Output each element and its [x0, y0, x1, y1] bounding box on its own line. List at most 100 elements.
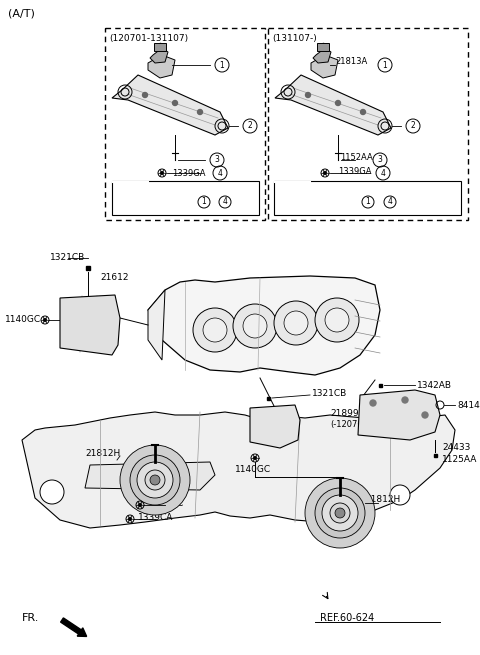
Text: (120701-131107): (120701-131107) [109, 33, 188, 43]
Circle shape [360, 109, 365, 115]
Polygon shape [148, 290, 165, 360]
Polygon shape [313, 48, 331, 63]
Circle shape [253, 456, 257, 460]
Text: 21813A: 21813A [335, 58, 367, 67]
Circle shape [390, 485, 410, 505]
Text: 1: 1 [383, 60, 387, 69]
Text: 3: 3 [378, 155, 383, 164]
Text: 4: 4 [223, 198, 228, 206]
Circle shape [233, 304, 277, 348]
Text: 4: 4 [381, 168, 385, 178]
Circle shape [402, 397, 408, 403]
Text: (A/T): (A/T) [8, 9, 35, 19]
Polygon shape [112, 75, 228, 135]
Text: 1: 1 [220, 60, 224, 69]
Polygon shape [311, 55, 338, 78]
Text: FR.: FR. [22, 613, 39, 623]
Circle shape [323, 171, 327, 175]
Circle shape [130, 455, 180, 505]
Text: 21899: 21899 [330, 409, 359, 417]
Text: 1140GC: 1140GC [235, 466, 271, 474]
Text: 1: 1 [202, 198, 206, 206]
Bar [379, 383, 382, 386]
Text: THE NO. 21850 :: THE NO. 21850 : [117, 198, 191, 206]
Polygon shape [148, 55, 175, 78]
Text: 1342AB: 1342AB [417, 381, 452, 390]
Text: (-120701): (-120701) [330, 421, 371, 430]
Circle shape [150, 475, 160, 485]
Text: 1339GA: 1339GA [338, 168, 372, 176]
Circle shape [197, 109, 203, 115]
Text: 1321CB: 1321CB [50, 253, 85, 263]
Circle shape [322, 495, 358, 531]
Text: (131107-): (131107-) [272, 33, 317, 43]
Polygon shape [250, 405, 300, 448]
Circle shape [422, 412, 428, 418]
FancyBboxPatch shape [317, 43, 329, 51]
Text: 4: 4 [387, 198, 393, 206]
Text: 1339CA: 1339CA [138, 514, 173, 523]
Circle shape [172, 100, 178, 105]
Bar [86, 266, 90, 270]
Text: ~: ~ [212, 197, 220, 207]
Text: 1140GC: 1140GC [5, 316, 41, 324]
Bar [433, 453, 436, 457]
Circle shape [330, 503, 350, 523]
Text: ~: ~ [376, 197, 384, 207]
Circle shape [335, 508, 345, 518]
Text: 1321CB: 1321CB [312, 388, 347, 398]
Polygon shape [60, 295, 120, 355]
Circle shape [137, 462, 173, 498]
Polygon shape [150, 48, 168, 63]
Polygon shape [85, 462, 215, 490]
Circle shape [138, 503, 142, 507]
Text: 2: 2 [248, 121, 252, 130]
Text: 1125AA: 1125AA [442, 455, 478, 464]
Circle shape [40, 480, 64, 504]
Circle shape [315, 488, 365, 538]
Text: 24433: 24433 [442, 443, 470, 453]
Circle shape [336, 100, 340, 105]
Bar [266, 396, 269, 400]
Text: THE NO. 21899 :: THE NO. 21899 : [280, 198, 354, 206]
Circle shape [305, 92, 311, 98]
Circle shape [305, 478, 375, 548]
Polygon shape [358, 390, 440, 440]
Text: 1339GA: 1339GA [172, 168, 205, 178]
FancyBboxPatch shape [154, 43, 166, 51]
Text: 1152AA: 1152AA [340, 153, 373, 162]
Circle shape [325, 308, 349, 332]
Text: 4: 4 [217, 168, 222, 178]
Text: 21812H: 21812H [85, 449, 120, 457]
FancyBboxPatch shape [112, 181, 259, 215]
FancyBboxPatch shape [268, 28, 468, 220]
Circle shape [193, 308, 237, 352]
Text: 21611A: 21611A [262, 411, 297, 419]
Circle shape [160, 171, 164, 175]
Circle shape [315, 298, 359, 342]
Polygon shape [275, 75, 391, 135]
Text: NOTE: NOTE [277, 185, 302, 194]
Text: REF.60-624: REF.60-624 [320, 613, 374, 623]
Polygon shape [148, 276, 380, 375]
Text: 21612: 21612 [100, 274, 129, 282]
Circle shape [370, 400, 376, 406]
Text: 1360GC: 1360GC [148, 498, 184, 508]
FancyBboxPatch shape [274, 181, 461, 215]
FancyBboxPatch shape [105, 28, 265, 220]
Circle shape [284, 311, 308, 335]
Circle shape [203, 318, 227, 342]
Circle shape [143, 92, 147, 98]
Circle shape [274, 301, 318, 345]
Circle shape [43, 318, 47, 322]
Circle shape [145, 470, 165, 490]
Text: 3: 3 [215, 155, 219, 164]
Circle shape [128, 517, 132, 521]
Text: NOTE: NOTE [114, 185, 139, 194]
Circle shape [243, 314, 267, 338]
Circle shape [120, 445, 190, 515]
Text: 84149B: 84149B [457, 400, 480, 409]
FancyArrow shape [60, 618, 87, 637]
Text: 2: 2 [410, 121, 415, 130]
Polygon shape [22, 412, 455, 528]
